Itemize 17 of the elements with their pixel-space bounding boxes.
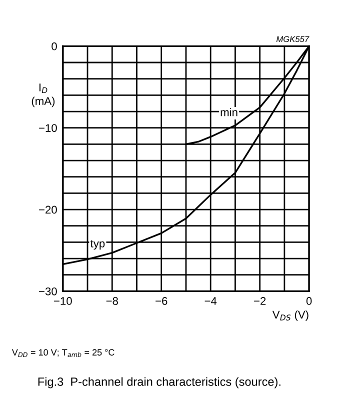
y-axis-title: I$_{D}$ (mA) — [32, 84, 55, 108]
text: Fig.3 P-channel drain characteristics (source). — [38, 377, 280, 388]
text: MGK557 — [276, 36, 310, 42]
y-tick-label: −30 — [39, 287, 57, 296]
y-tick-label: 0 — [52, 42, 57, 50]
text: V$_{DD}$ = 10 V; T$_{amb}$ = 25 °C — [12, 349, 114, 358]
x-tick-label: −10 — [54, 297, 72, 305]
series-label: min — [220, 108, 238, 116]
y-tick-label: −10 — [39, 124, 57, 132]
series-label: typ — [90, 240, 105, 250]
x-tick-label: −8 — [106, 297, 118, 305]
x-tick-label: 0 — [306, 297, 312, 305]
y-tick-label: −20 — [39, 206, 57, 214]
x-tick-label: −2 — [254, 297, 266, 305]
x-tick-label: −6 — [156, 297, 168, 305]
x-axis-title: V$_{DS}$ (V) — [272, 310, 308, 321]
x-tick-label: −4 — [204, 297, 217, 305]
